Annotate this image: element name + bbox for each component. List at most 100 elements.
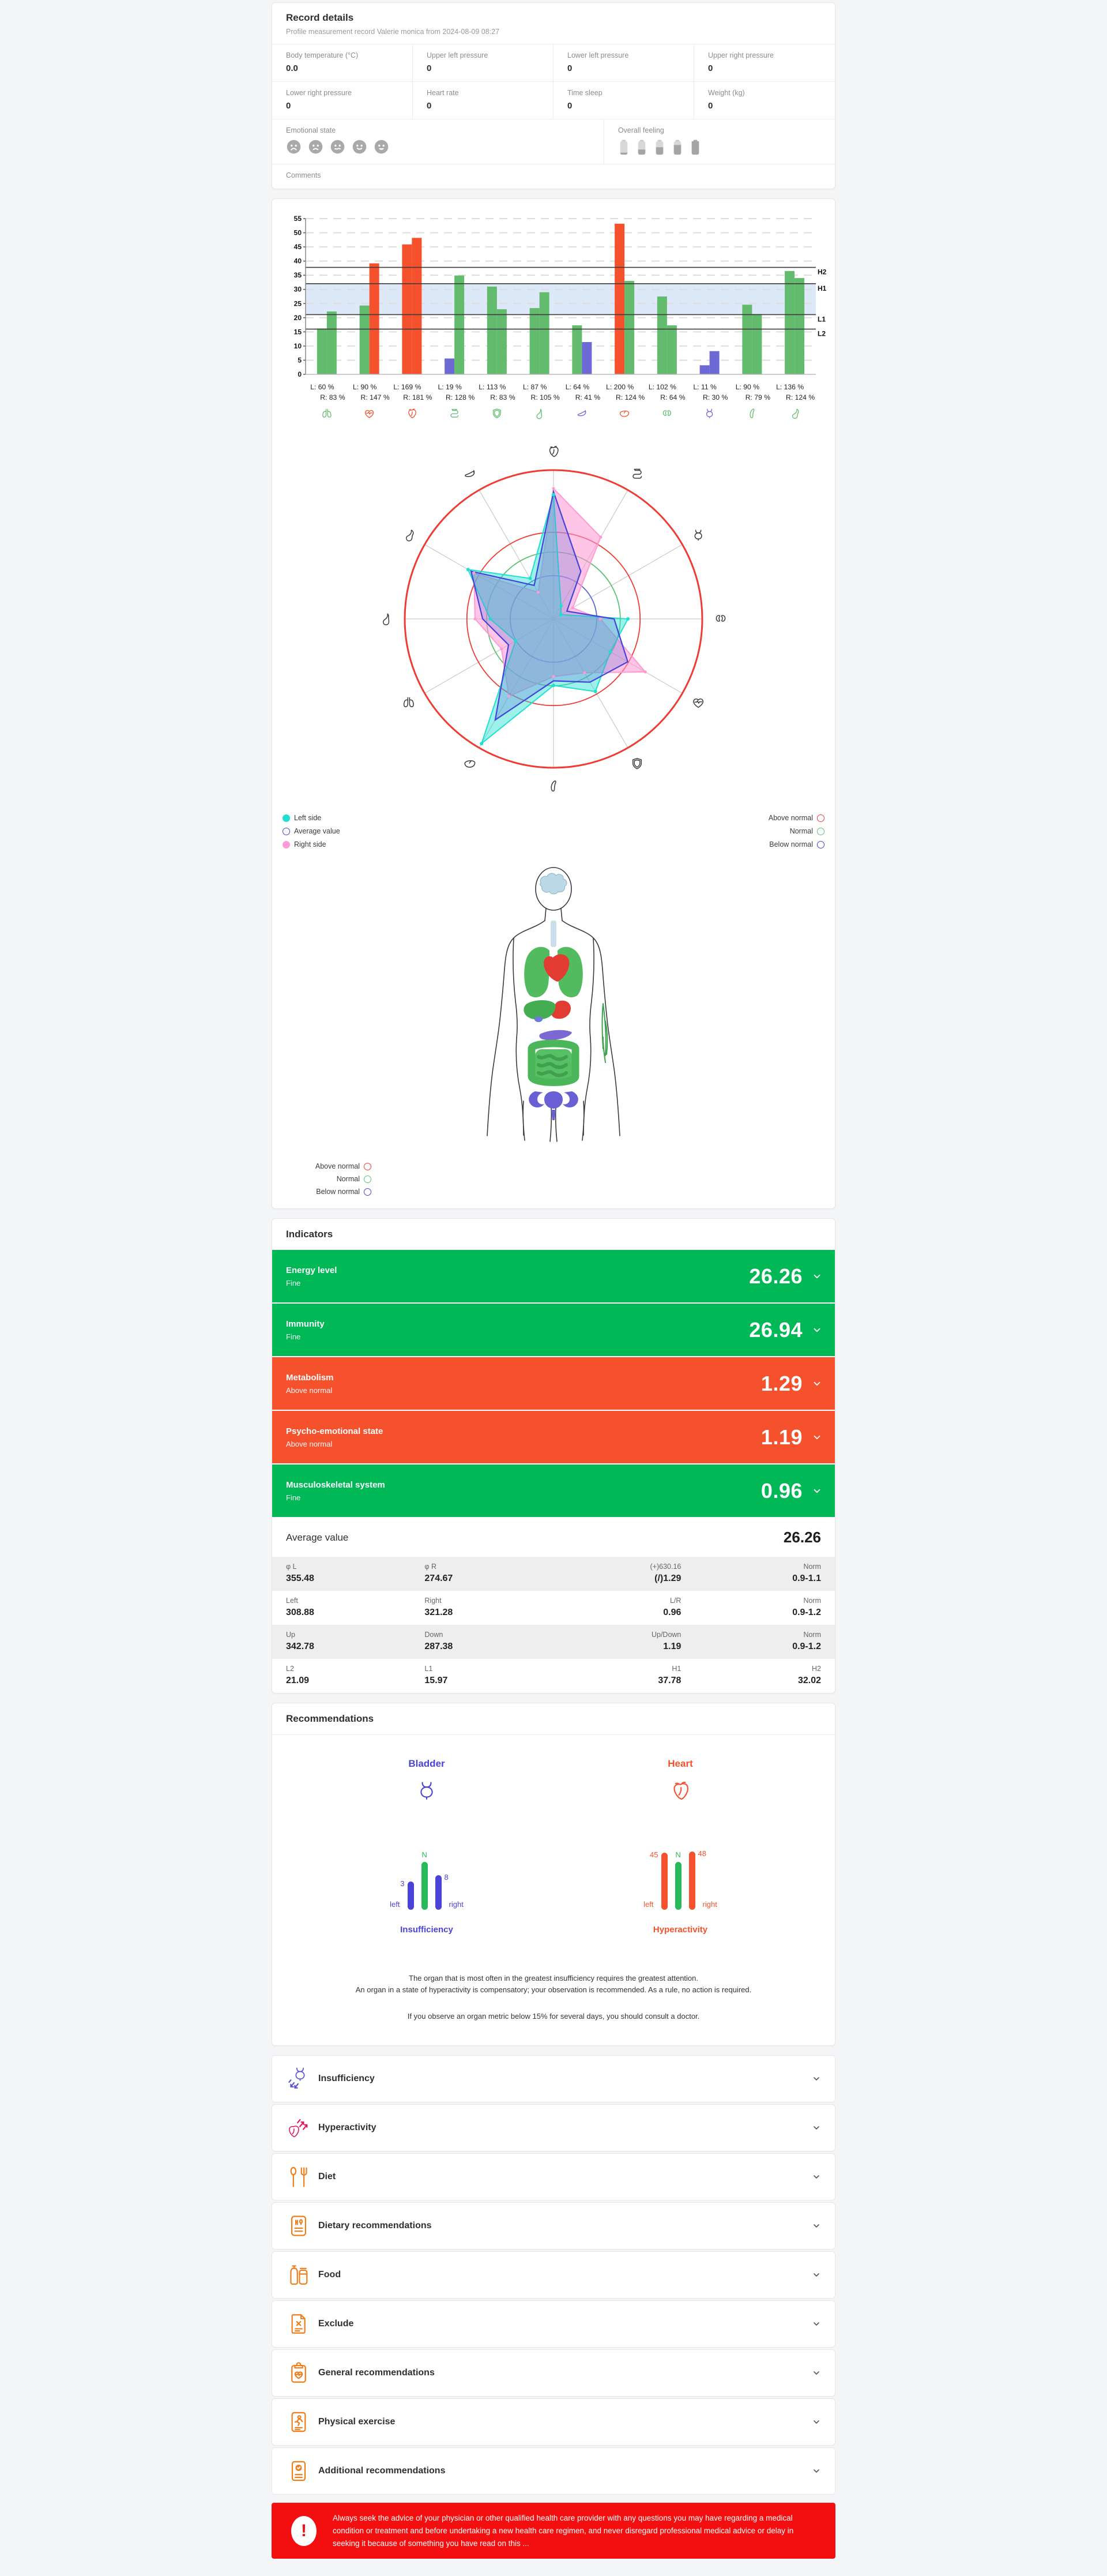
indicators-title: Indicators <box>286 1229 333 1240</box>
stomach-organ <box>551 1000 571 1019</box>
neutral-face-icon[interactable] <box>330 139 345 155</box>
field-upper-right-pressure[interactable]: Upper right pressure 0 <box>694 44 835 82</box>
table-row: Left 308.88 Right 321.28 L/R 0.96 Norm 0.9-1.2 <box>286 1597 821 1617</box>
svg-text:25: 25 <box>294 299 302 307</box>
battery-level-1-icon[interactable] <box>618 139 630 156</box>
chevron-down-icon <box>812 1271 822 1282</box>
red-outline-swatch <box>364 1162 371 1170</box>
chevron-down-icon <box>812 2417 821 2427</box>
body-diagram <box>272 865 835 1153</box>
accordion-exclude[interactable]: Exclude <box>272 2300 835 2348</box>
accordion-general-recommendations[interactable]: General recommendations <box>272 2349 835 2397</box>
indicator-energy-level[interactable]: Energy level Fine 26.26 <box>272 1250 835 1304</box>
comments-label: Comments <box>286 171 321 179</box>
trachea-organ <box>551 921 556 947</box>
general-icon <box>286 2360 312 2386</box>
spleen-icon <box>750 408 755 418</box>
cyan-filled-swatch <box>283 814 290 822</box>
legend-below-normal: Below normal <box>283 1188 371 1196</box>
field-heart-rate[interactable]: Heart rate 0 <box>413 82 554 119</box>
battery-level-3-icon[interactable] <box>654 139 665 156</box>
human-body-illustration <box>487 867 620 1142</box>
table-row: φ L 355.48 φ R 274.67 (+)630.16 (/)1.29 Norm 0.… <box>272 1557 835 1591</box>
bladder-icon <box>694 530 702 541</box>
note-line: If you observe an organ metric below 15%… <box>407 2012 700 2021</box>
svg-text:35: 35 <box>294 271 302 279</box>
indicator-metabolism[interactable]: Metabolism Above normal 1.29 <box>272 1357 835 1411</box>
pancreas-icon <box>465 470 475 478</box>
average-value: 26.26 <box>783 1529 821 1546</box>
svg-text:L: 102 %: L: 102 % <box>649 383 676 391</box>
field-weight-kg-[interactable]: Weight (kg) 0 <box>694 82 835 119</box>
sad-face-icon[interactable] <box>308 139 323 155</box>
accordion-food[interactable]: Food <box>272 2251 835 2299</box>
field-time-sleep[interactable]: Time sleep 0 <box>554 82 694 119</box>
record-details-header: Record details Profile measurement recor… <box>272 3 835 44</box>
mini-chart-heart: Heart left 45 N 48 right Hyperactivity <box>643 1758 717 1935</box>
hyperactivity-icon <box>286 2115 312 2141</box>
svg-text:10: 10 <box>294 342 302 350</box>
average-value-label: Average value <box>286 1531 349 1543</box>
svg-text:R: 181 %: R: 181 % <box>403 393 432 401</box>
heart-organ <box>544 954 570 982</box>
field-lower-right-pressure[interactable]: Lower right pressure 0 <box>272 82 413 119</box>
pancreas-organ <box>539 1030 572 1041</box>
accordion-insufficiency[interactable]: Insufficiency <box>272 2055 835 2103</box>
battery-level-5-icon[interactable] <box>690 139 701 156</box>
accordion-dietary-recommendations[interactable]: Dietary recommendations <box>272 2202 835 2250</box>
note-line: The organ that is most often in the grea… <box>409 1974 698 1982</box>
legend-normal: Normal <box>769 827 824 835</box>
stomach-icon <box>405 530 414 542</box>
battery-level-4-icon[interactable] <box>672 139 683 156</box>
field-body-temperature-c-[interactable]: Body temperature (°C) 0.0 <box>272 44 413 82</box>
svg-text:H1: H1 <box>818 284 827 292</box>
chevron-down-icon <box>812 2172 821 2181</box>
svg-text:L: 87 %: L: 87 % <box>523 383 547 391</box>
happy-face-icon[interactable] <box>374 139 389 155</box>
brain-organ <box>540 873 567 895</box>
chevron-down-icon <box>812 2319 821 2329</box>
spleen-icon <box>551 780 556 792</box>
overall-feeling-label: Overall feeling <box>617 126 664 134</box>
accordion-hyperactivity[interactable]: Hyperactivity <box>272 2104 835 2152</box>
page-title: Record details <box>286 12 354 23</box>
organ-mini-charts: Bladder left 3 N 8 right Insufficiency Heart lef… <box>272 1735 835 1940</box>
heart-icon <box>549 446 559 457</box>
chevron-down-icon <box>812 1432 822 1443</box>
comments-field[interactable]: Comments <box>272 164 835 189</box>
field-lower-left-pressure[interactable]: Lower left pressure 0 <box>554 44 694 82</box>
svg-text:L: 90 %: L: 90 % <box>736 383 759 391</box>
svg-text:R: 147 %: R: 147 % <box>361 393 390 401</box>
svg-text:15: 15 <box>294 328 302 336</box>
accordion-physical-exercise[interactable]: Physical exercise <box>272 2398 835 2446</box>
indicator-musculoskeletal-system[interactable]: Musculoskeletal system Fine 0.96 <box>272 1465 835 1518</box>
average-value-row: Average value 26.26 <box>272 1518 835 1557</box>
measurement-fields: Body temperature (°C) 0.0 Upper left press… <box>272 44 835 119</box>
overall-feeling-picker[interactable] <box>618 139 821 156</box>
kidneys-icon <box>662 410 672 416</box>
chevron-down-icon <box>812 2123 821 2132</box>
battery-level-2-icon[interactable] <box>636 139 647 156</box>
svg-text:L: 60 %: L: 60 % <box>310 383 334 391</box>
chevron-down-icon <box>812 2466 821 2476</box>
green-outline-swatch <box>364 1175 371 1183</box>
svg-text:L2: L2 <box>818 330 826 338</box>
legend-below-normal: Below normal <box>769 840 824 848</box>
accordion-diet[interactable]: Diet <box>272 2153 835 2201</box>
gallbladder-organ <box>534 1016 543 1022</box>
emotional-state-picker[interactable] <box>286 139 590 155</box>
indicator-psycho-emotional-state[interactable]: Psycho-emotional state Above normal 1.19 <box>272 1411 835 1465</box>
very-sad-face-icon[interactable] <box>286 139 302 155</box>
svg-text:45: 45 <box>294 243 302 251</box>
page-container: Record details Profile measurement recor… <box>272 0 835 2576</box>
field-upper-left-pressure[interactable]: Upper left pressure 0 <box>413 44 554 82</box>
svg-text:20: 20 <box>294 314 302 322</box>
overall-feeling-cell: Overall feeling <box>604 119 835 164</box>
heart-icon <box>673 1782 688 1800</box>
blue-outline-swatch <box>283 827 290 835</box>
smile-face-icon[interactable] <box>352 139 367 155</box>
indicator-immunity[interactable]: Immunity Fine 26.94 <box>272 1304 835 1357</box>
svg-text:L: 200 %: L: 200 % <box>606 383 634 391</box>
accordion-additional-recommendations[interactable]: Additional recommendations <box>272 2447 835 2495</box>
svg-text:R: 124 %: R: 124 % <box>616 393 645 401</box>
